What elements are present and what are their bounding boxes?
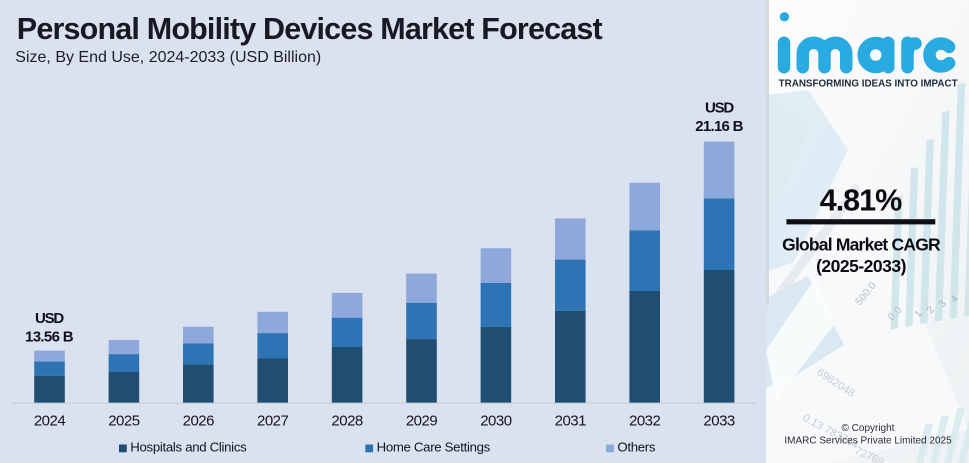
- svg-text:2030: 2030: [480, 413, 512, 430]
- svg-text:13.56 B: 13.56 B: [25, 328, 74, 345]
- svg-text:4.81%: 4.81%: [820, 183, 902, 217]
- svg-text:2031: 2031: [555, 413, 587, 430]
- svg-text:TRANSFORMING IDEAS INTO IMPACT: TRANSFORMING IDEAS INTO IMPACT: [779, 79, 958, 90]
- svg-text:USD: USD: [35, 310, 64, 327]
- svg-text:Home Care Settings: Home Care Settings: [377, 440, 491, 455]
- svg-text:3: 3: [937, 298, 949, 310]
- svg-text:1: 1: [913, 308, 925, 320]
- svg-text:IMARC Services Private Limited: IMARC Services Private Limited 2025: [784, 436, 952, 447]
- svg-text:2032: 2032: [629, 413, 661, 430]
- svg-text:2024: 2024: [34, 413, 66, 430]
- svg-text:USD: USD: [705, 100, 734, 117]
- svg-text:Others: Others: [617, 440, 655, 455]
- svg-text:21.16 B: 21.16 B: [695, 118, 743, 135]
- svg-text:Hospitals and Clinics: Hospitals and Clinics: [130, 440, 247, 455]
- svg-text:2027: 2027: [257, 413, 289, 430]
- svg-text:2033: 2033: [703, 413, 735, 430]
- svg-text:2: 2: [925, 304, 937, 316]
- svg-text:2029: 2029: [406, 413, 438, 430]
- svg-text:(2025-2033): (2025-2033): [816, 256, 906, 276]
- svg-text:4: 4: [949, 293, 961, 305]
- svg-text:© Copyright: © Copyright: [842, 423, 895, 434]
- svg-text:Global Market CAGR: Global Market CAGR: [782, 235, 941, 255]
- svg-text:2028: 2028: [331, 413, 363, 430]
- svg-text:2025: 2025: [108, 413, 140, 430]
- svg-text:2026: 2026: [183, 413, 215, 430]
